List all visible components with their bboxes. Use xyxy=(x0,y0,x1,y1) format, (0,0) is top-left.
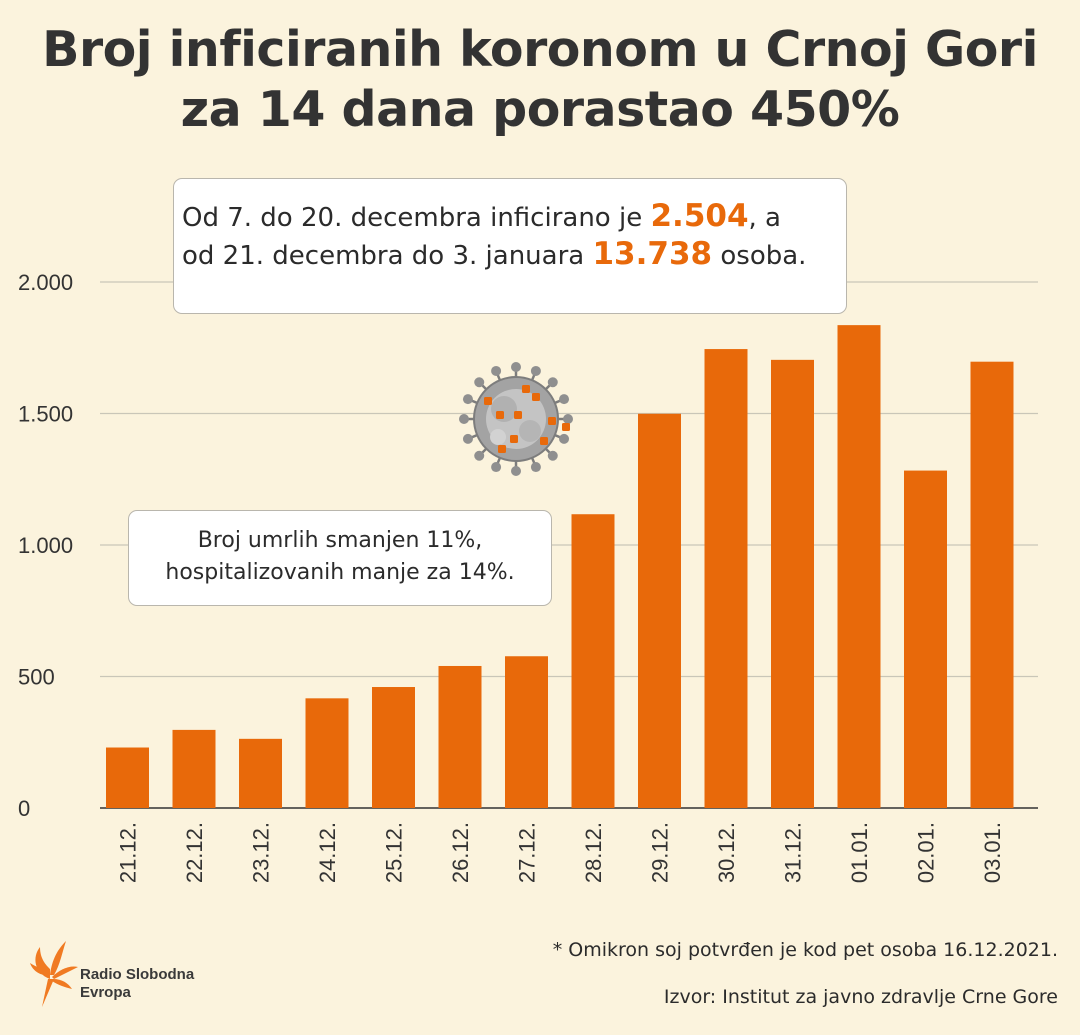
bar xyxy=(172,729,216,808)
x-tick-label: 03.01. xyxy=(980,822,1005,883)
logo-wordmark: Radio Slobodna Evropa xyxy=(80,966,194,1002)
bar xyxy=(638,413,681,808)
y-tick-label: 500 xyxy=(18,665,55,690)
bar xyxy=(571,514,615,808)
bar xyxy=(837,325,881,808)
callout-line-2-tail: osoba. xyxy=(712,241,807,271)
x-tick-label: 24.12. xyxy=(315,822,340,883)
coronavirus-icon xyxy=(459,362,573,476)
x-tick-label: 01.01. xyxy=(847,822,872,883)
bar xyxy=(505,656,548,808)
chart-title: Broj inficiranih koronom u Crnoj Gori za… xyxy=(0,20,1080,140)
x-tick-label: 25.12. xyxy=(382,822,407,883)
bar xyxy=(771,359,814,808)
chart-title-line-1: Broj inficiranih koronom u Crnoj Gori xyxy=(42,21,1038,78)
x-tick-label: 22.12. xyxy=(182,822,207,883)
total-cases-callout: Od 7. do 20. decembra inficirano je 2.50… xyxy=(173,178,847,314)
y-axis-ticks: 0 500 1.000 1.500 2.000 xyxy=(18,270,73,821)
bar xyxy=(438,665,482,808)
chart-title-line-2: za 14 dana porastao 450% xyxy=(180,81,900,138)
bar xyxy=(239,738,282,808)
logo-line-1: Radio Slobodna xyxy=(80,966,195,983)
bar xyxy=(970,361,1014,808)
callout-line-1-tail: , a xyxy=(748,203,781,233)
rfe-rl-torch-icon xyxy=(30,941,78,1007)
bar xyxy=(904,470,947,808)
x-tick-label: 26.12. xyxy=(448,822,473,883)
x-axis-ticks: 21.12. 22.12. 23.12. 24.12. 25.12. 26.12. 27.1… xyxy=(116,822,1006,883)
source-note: Izvor: Institut za javno zdravlje Crne G… xyxy=(663,986,1058,1008)
cases-second-period-value: 13.738 xyxy=(592,236,713,272)
deaths-text: Broj umrlih smanjen 11%, xyxy=(197,528,483,553)
y-tick-label: 0 xyxy=(18,796,30,821)
x-tick-label: 23.12. xyxy=(249,822,274,883)
hospitalizations-text: hospitalizovanih manje za 14%. xyxy=(165,560,515,585)
x-tick-label: 31.12. xyxy=(781,822,806,883)
y-tick-label: 2.000 xyxy=(18,270,73,295)
y-tick-label: 1.000 xyxy=(18,533,73,558)
bars xyxy=(106,325,1014,808)
x-tick-label: 02.01. xyxy=(914,822,939,883)
cases-first-period-value: 2.504 xyxy=(650,198,749,234)
bar-chart: 0 500 1.000 1.500 2.000 21.12. 22.12. 23.12. 24… xyxy=(18,270,1038,883)
x-tick-label: 30.12. xyxy=(714,822,739,883)
bar xyxy=(106,747,149,808)
x-tick-label: 27.12. xyxy=(515,822,540,883)
bar xyxy=(372,687,415,808)
callout-line-2-text: od 21. decembra do 3. januara xyxy=(182,241,593,271)
x-tick-label: 28.12. xyxy=(581,822,606,883)
logo-line-2: Evropa xyxy=(80,984,131,1001)
x-tick-label: 21.12. xyxy=(116,822,141,883)
omicron-footnote: * Omikron soj potvrđen je kod pet osoba … xyxy=(552,939,1058,961)
deaths-hospitalizations-callout: Broj umrlih smanjen 11%, hospitalizovani… xyxy=(128,510,552,606)
callout-line-1-text: Od 7. do 20. decembra inficirano je xyxy=(182,203,651,233)
x-tick-label: 29.12. xyxy=(648,822,673,883)
bar xyxy=(305,698,349,808)
y-tick-label: 1.500 xyxy=(18,402,73,427)
bar xyxy=(704,349,748,808)
